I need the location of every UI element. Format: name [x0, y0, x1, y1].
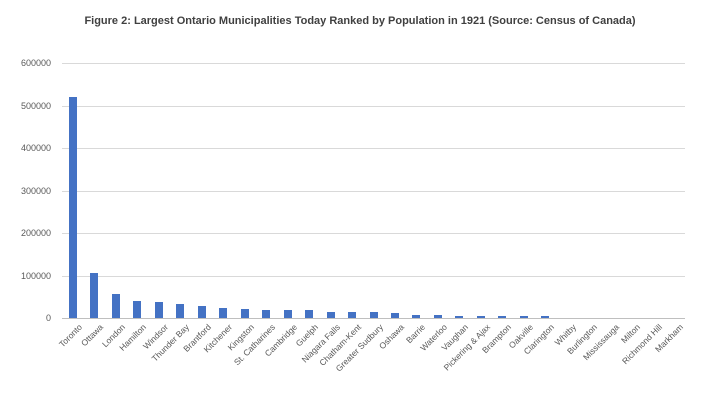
x-axis-line: [62, 318, 685, 319]
y-tick-label: 600000: [20, 58, 51, 68]
gridline: [62, 190, 685, 192]
bar: [498, 315, 507, 318]
plot-area: [62, 63, 685, 319]
bar: [390, 312, 399, 318]
y-tick-label: 300000: [20, 185, 51, 196]
bar: [541, 315, 550, 318]
bar: [412, 314, 421, 318]
bar: [305, 310, 314, 318]
gridline: [62, 105, 685, 107]
bar: [369, 312, 378, 318]
gridline: [62, 233, 685, 234]
bar: [90, 272, 99, 318]
gridline: [62, 275, 685, 277]
y-tick-label: 200000: [20, 228, 51, 238]
bar: [348, 311, 357, 318]
bar: [519, 315, 528, 318]
y-tick-label: 0: [45, 313, 51, 323]
gridline: [62, 63, 685, 64]
bar: [68, 96, 77, 318]
bar: [219, 308, 228, 318]
bar: [240, 308, 249, 318]
bar: [176, 303, 185, 318]
chart-title: Figure 2: Largest Ontario Municipalities…: [84, 15, 636, 27]
bar: [455, 315, 464, 318]
bar: [476, 315, 485, 318]
y-tick-label: 500000: [20, 100, 51, 111]
bar: [154, 301, 163, 318]
y-axis: 0 100000 200000 300000 400000 500000 600000: [0, 58, 56, 323]
bar: [197, 305, 206, 318]
bar: [433, 315, 442, 318]
bar: [283, 309, 292, 318]
x-axis-labels: Toronto Ottawa London Hamilton Windsor Thunde…: [0, 322, 720, 405]
gridline: [62, 148, 685, 149]
bar: [133, 301, 142, 318]
bar: [262, 309, 271, 318]
bar: [326, 311, 335, 318]
bar: [111, 294, 120, 318]
y-tick-label: 400000: [20, 143, 51, 153]
y-tick-label: 100000: [20, 270, 51, 281]
